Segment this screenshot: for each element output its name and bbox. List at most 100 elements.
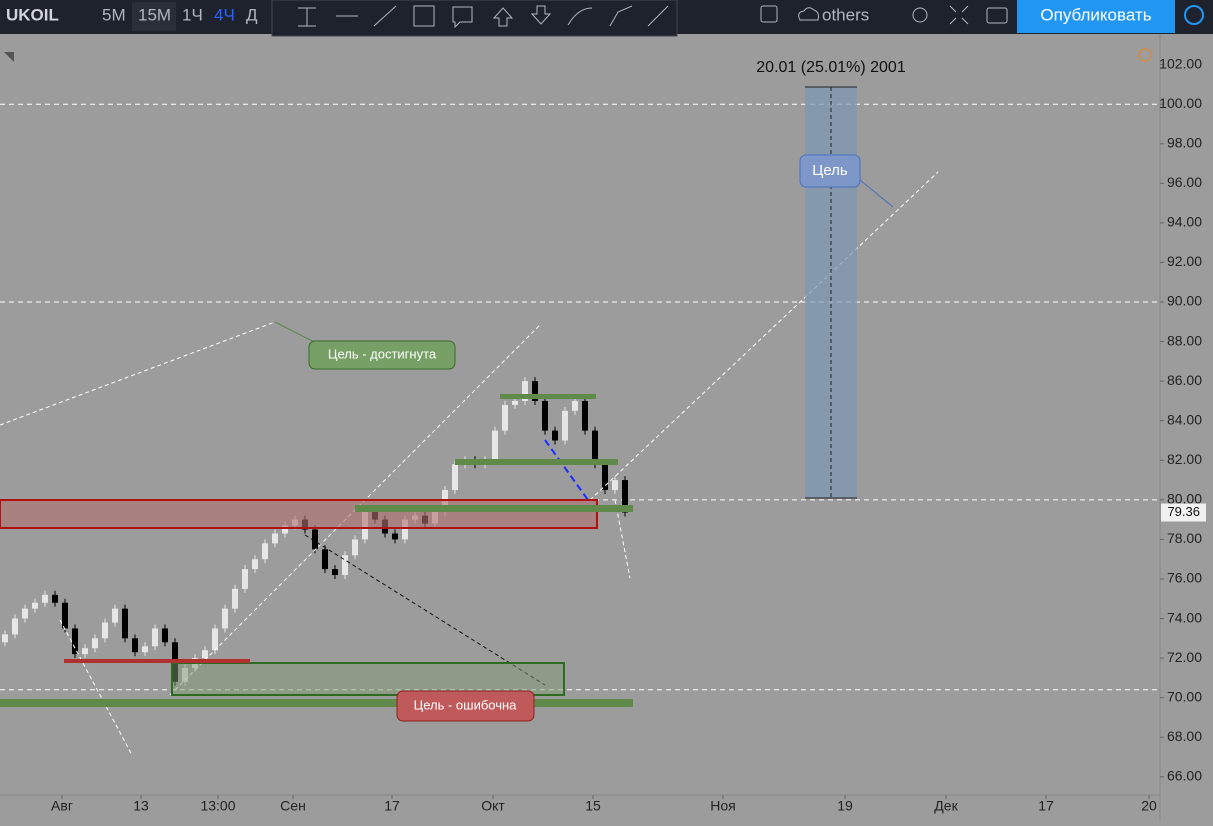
candle-body — [152, 628, 158, 647]
last-price-tag — [1161, 503, 1206, 522]
candle-body — [202, 650, 208, 659]
interval[interactable]: 5M — [102, 5, 126, 24]
candle-body — [12, 618, 18, 635]
projection-arrow — [544, 439, 589, 501]
x-tick-label: Сен — [280, 798, 306, 814]
candle-body — [252, 559, 258, 570]
y-tick-label: 94.00 — [1167, 214, 1202, 230]
y-tick-label: 76.00 — [1167, 570, 1202, 586]
tool-icon[interactable] — [452, 6, 473, 29]
y-tick-label: 98.00 — [1167, 134, 1202, 150]
y-tick-label: 68.00 — [1167, 728, 1202, 744]
candle-body — [592, 430, 598, 465]
callout-text: Цель - достигнута — [328, 346, 437, 361]
callout-box — [799, 154, 861, 188]
candle-body — [492, 430, 498, 461]
symbol[interactable]: UKOIL — [6, 5, 59, 24]
y-tick-label: 90.00 — [1167, 293, 1202, 309]
cloud-icon[interactable] — [798, 7, 819, 21]
candle-body — [342, 555, 348, 576]
candle-body — [522, 381, 528, 401]
interval[interactable]: Д — [246, 5, 258, 24]
interval[interactable]: 1Ч — [182, 5, 203, 24]
candle-body — [82, 648, 88, 655]
candle-body — [562, 410, 568, 441]
candle-body — [222, 608, 228, 629]
interval[interactable]: 4Ч — [214, 5, 235, 24]
candle-body — [92, 638, 98, 649]
drawing-tools — [298, 5, 1008, 29]
alert-icon[interactable] — [1138, 48, 1152, 62]
tool-icon[interactable] — [492, 7, 514, 27]
callout-box — [396, 690, 535, 722]
tool-icon[interactable] — [567, 7, 593, 26]
candle-body — [552, 430, 558, 441]
candle-body — [32, 602, 38, 609]
x-tick-label: 13:00 — [200, 798, 235, 814]
measure-label: 20.01 (25.01%) 2001 — [756, 59, 906, 76]
candle-body — [572, 400, 578, 411]
x-tick-label: 17 — [384, 798, 400, 814]
tool-icon[interactable] — [373, 5, 397, 27]
candle-body — [602, 464, 608, 490]
x-tick-label: 15 — [585, 798, 601, 814]
candle-body — [392, 533, 398, 540]
tool-icon[interactable] — [530, 5, 552, 25]
level-bar — [500, 394, 596, 399]
candle-body — [22, 608, 28, 619]
tool-icon[interactable] — [298, 7, 316, 27]
tool-icon[interactable] — [413, 5, 435, 27]
candle-body — [452, 464, 458, 490]
candle-body — [512, 400, 518, 405]
candle-body — [162, 628, 168, 643]
candle-body — [532, 381, 538, 401]
y-tick-label: 86.00 — [1167, 372, 1202, 388]
settings-icon[interactable] — [912, 7, 928, 23]
publish-button[interactable] — [1017, 0, 1175, 33]
candle-body — [2, 634, 8, 643]
tool-icon[interactable] — [647, 5, 669, 27]
level-bar — [455, 459, 618, 465]
callout-box — [308, 340, 456, 370]
candle-body — [352, 539, 358, 556]
y-tick-label: 82.00 — [1167, 451, 1202, 467]
publish-label[interactable]: Опубликовать — [1040, 5, 1151, 24]
collapse-icon[interactable] — [4, 52, 14, 62]
y-tick-label: 72.00 — [1167, 649, 1202, 665]
candle-body — [312, 529, 318, 550]
x-tick-label: Ноя — [710, 798, 735, 814]
candle-body — [62, 602, 68, 629]
layout-name[interactable]: others — [822, 5, 869, 24]
target-zone — [171, 662, 565, 696]
candle-body — [622, 480, 628, 513]
snapshot-icon[interactable] — [986, 7, 1008, 24]
projection-arrow — [304, 534, 546, 686]
callout-text: Цель — [812, 162, 848, 179]
x-tick-label: 19 — [837, 798, 853, 814]
y-tick-label: 88.00 — [1167, 332, 1202, 348]
candle-body — [142, 646, 148, 653]
checkbox[interactable] — [760, 5, 778, 23]
x-tick-label: Авг — [51, 798, 73, 814]
candle-body — [272, 533, 278, 544]
interval[interactable]: 15M — [138, 5, 171, 24]
y-tick-label: 80.00 — [1167, 491, 1202, 507]
replay-icon[interactable] — [1184, 5, 1204, 25]
y-tick-label: 78.00 — [1167, 530, 1202, 546]
tool-icon[interactable] — [609, 5, 633, 27]
y-tick-label: 96.00 — [1167, 174, 1202, 190]
candle-body — [582, 400, 588, 431]
candle-body — [72, 628, 78, 655]
y-tick-label: 70.00 — [1167, 688, 1202, 704]
trend-line — [589, 171, 939, 501]
candle-body — [102, 622, 108, 639]
level-bar — [64, 659, 250, 663]
candle-body — [612, 480, 618, 490]
x-tick-label: Окт — [481, 798, 505, 814]
resistance-zone — [0, 499, 598, 529]
fullscreen-icon[interactable] — [949, 5, 969, 25]
x-tick-label: 13 — [133, 798, 149, 814]
trend-line — [59, 619, 133, 756]
y-tick-label: 66.00 — [1167, 768, 1202, 784]
